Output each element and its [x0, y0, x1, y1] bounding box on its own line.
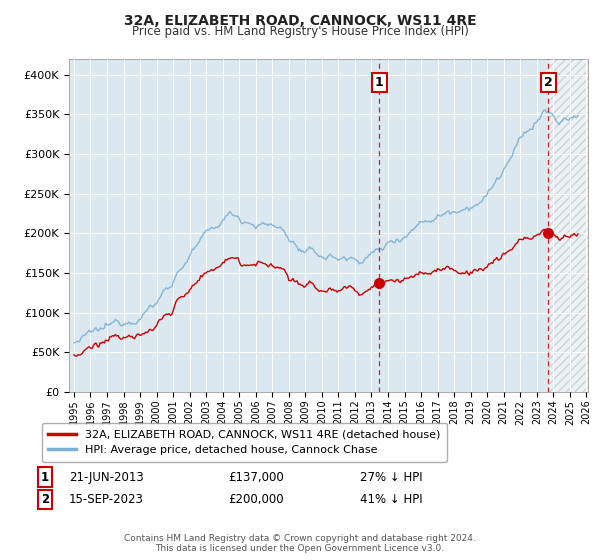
- Text: £200,000: £200,000: [228, 493, 284, 506]
- Text: 1: 1: [375, 76, 383, 89]
- Text: 1: 1: [41, 470, 49, 484]
- Text: Price paid vs. HM Land Registry's House Price Index (HPI): Price paid vs. HM Land Registry's House …: [131, 25, 469, 38]
- Legend: 32A, ELIZABETH ROAD, CANNOCK, WS11 4RE (detached house), HPI: Average price, det: 32A, ELIZABETH ROAD, CANNOCK, WS11 4RE (…: [41, 423, 447, 461]
- Text: 41% ↓ HPI: 41% ↓ HPI: [360, 493, 422, 506]
- Text: 32A, ELIZABETH ROAD, CANNOCK, WS11 4RE: 32A, ELIZABETH ROAD, CANNOCK, WS11 4RE: [124, 14, 476, 28]
- Text: 21-JUN-2013: 21-JUN-2013: [69, 470, 144, 484]
- Text: 15-SEP-2023: 15-SEP-2023: [69, 493, 144, 506]
- Text: Contains HM Land Registry data © Crown copyright and database right 2024.
This d: Contains HM Land Registry data © Crown c…: [124, 534, 476, 553]
- Text: 27% ↓ HPI: 27% ↓ HPI: [360, 470, 422, 484]
- Text: 2: 2: [41, 493, 49, 506]
- Bar: [65, 59, 548, 392]
- Bar: [548, 59, 588, 392]
- Text: £137,000: £137,000: [228, 470, 284, 484]
- Text: 2: 2: [544, 76, 553, 89]
